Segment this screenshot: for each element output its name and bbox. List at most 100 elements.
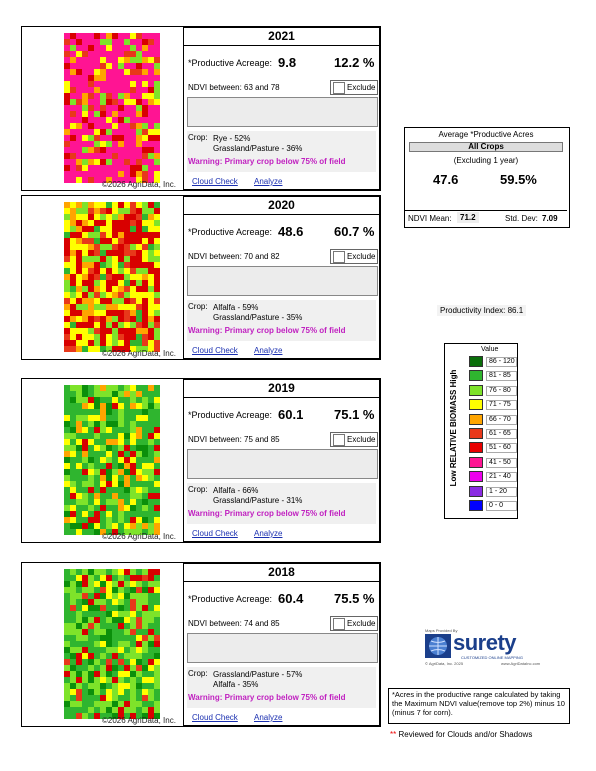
map-pixel bbox=[76, 322, 82, 328]
map-pixel bbox=[88, 117, 94, 123]
map-pixel bbox=[136, 439, 142, 445]
map-pixel bbox=[142, 451, 148, 457]
exclude-checkbox-box[interactable] bbox=[333, 618, 345, 630]
map-pixel bbox=[136, 57, 142, 63]
map-pixel bbox=[106, 310, 112, 316]
map-pixel bbox=[154, 517, 160, 523]
map-pixel bbox=[70, 391, 76, 397]
notes-field[interactable] bbox=[187, 449, 378, 479]
map-pixel bbox=[142, 439, 148, 445]
map-pixel bbox=[76, 226, 82, 232]
map-pixel bbox=[142, 214, 148, 220]
map-pixel bbox=[136, 129, 142, 135]
map-pixel bbox=[100, 208, 106, 214]
map-pixel bbox=[64, 165, 70, 171]
map-pixel bbox=[118, 165, 124, 171]
map-pixel bbox=[136, 421, 142, 427]
map-pixel bbox=[94, 87, 100, 93]
map-pixel bbox=[130, 147, 136, 153]
map-pixel bbox=[112, 487, 118, 493]
cloud-check-link[interactable]: Cloud Check bbox=[192, 529, 238, 538]
map-pixel bbox=[142, 665, 148, 671]
map-pixel bbox=[136, 87, 142, 93]
exclude-checkbox-box[interactable] bbox=[333, 434, 345, 446]
analyze-link[interactable]: Analyze bbox=[254, 529, 283, 538]
map-pixel bbox=[124, 63, 130, 69]
map-pixel bbox=[112, 569, 118, 575]
exclude-checkbox-box[interactable] bbox=[333, 82, 345, 94]
map-pixel bbox=[100, 421, 106, 427]
map-pixel bbox=[100, 511, 106, 517]
map-pixel bbox=[148, 316, 154, 322]
notes-field[interactable] bbox=[187, 97, 378, 127]
map-pixel bbox=[76, 457, 82, 463]
map-pixel bbox=[136, 605, 142, 611]
exclude-checkbox[interactable]: Exclude bbox=[330, 80, 378, 95]
exclude-checkbox[interactable]: Exclude bbox=[330, 616, 378, 631]
map-pixel bbox=[100, 505, 106, 511]
map-pixel bbox=[76, 238, 82, 244]
analyze-link[interactable]: Analyze bbox=[254, 177, 283, 186]
map-pixel bbox=[148, 105, 154, 111]
map-pixel bbox=[106, 292, 112, 298]
exclude-checkbox[interactable]: Exclude bbox=[330, 432, 378, 447]
map-pixel bbox=[106, 334, 112, 340]
notes-field[interactable] bbox=[187, 266, 378, 296]
analyze-link[interactable]: Analyze bbox=[254, 713, 283, 722]
map-pixel bbox=[154, 33, 160, 39]
map-pixel bbox=[112, 707, 118, 713]
cloud-check-link[interactable]: Cloud Check bbox=[192, 346, 238, 355]
map-pixel bbox=[94, 159, 100, 165]
map-pixel bbox=[124, 671, 130, 677]
map-pixel bbox=[124, 701, 130, 707]
analyze-link[interactable]: Analyze bbox=[254, 346, 283, 355]
map-pixel bbox=[100, 683, 106, 689]
map-pixel bbox=[130, 581, 136, 587]
map-pixel bbox=[64, 99, 70, 105]
ndvi-map bbox=[64, 385, 160, 535]
map-pixel bbox=[112, 310, 118, 316]
map-pixel bbox=[124, 451, 130, 457]
map-pixel bbox=[130, 403, 136, 409]
map-pixel bbox=[70, 177, 76, 183]
map-pixel bbox=[154, 123, 160, 129]
map-pixel bbox=[106, 451, 112, 457]
map-pixel bbox=[94, 409, 100, 415]
map-pixel bbox=[82, 445, 88, 451]
exclude-checkbox[interactable]: Exclude bbox=[330, 249, 378, 264]
map-pixel bbox=[100, 671, 106, 677]
ndvi-range: NDVI between: 70 and 82 bbox=[188, 252, 280, 261]
map-pixel bbox=[118, 334, 124, 340]
map-pixel bbox=[112, 391, 118, 397]
cloud-check-link[interactable]: Cloud Check bbox=[192, 713, 238, 722]
map-pixel bbox=[64, 481, 70, 487]
map-pixel bbox=[148, 75, 154, 81]
map-pixel bbox=[148, 617, 154, 623]
reviewed-note: ** Reviewed for Clouds and/or Shadows bbox=[390, 730, 532, 739]
exclude-checkbox-box[interactable] bbox=[333, 251, 345, 263]
map-pixel bbox=[118, 689, 124, 695]
map-pixel bbox=[148, 397, 154, 403]
logo-url: www.AgriDataInc.com bbox=[501, 661, 541, 666]
map-pixel bbox=[82, 587, 88, 593]
map-pixel bbox=[100, 469, 106, 475]
notes-field[interactable] bbox=[187, 633, 378, 663]
map-pixel bbox=[148, 244, 154, 250]
map-pixel bbox=[82, 262, 88, 268]
cloud-check-link[interactable]: Cloud Check bbox=[192, 177, 238, 186]
map-pixel bbox=[88, 298, 94, 304]
map-pixel bbox=[94, 45, 100, 51]
map-pixel bbox=[130, 226, 136, 232]
map-pixel bbox=[112, 57, 118, 63]
map-pixel bbox=[100, 286, 106, 292]
map-pixel bbox=[64, 659, 70, 665]
map-pixel bbox=[64, 611, 70, 617]
map-pixel bbox=[148, 439, 154, 445]
map-pixel bbox=[124, 69, 130, 75]
map-pixel bbox=[106, 391, 112, 397]
map-pixel bbox=[112, 346, 118, 352]
map-pixel bbox=[148, 385, 154, 391]
map-pixel bbox=[148, 587, 154, 593]
map-pixel bbox=[148, 268, 154, 274]
map-pixel bbox=[76, 75, 82, 81]
